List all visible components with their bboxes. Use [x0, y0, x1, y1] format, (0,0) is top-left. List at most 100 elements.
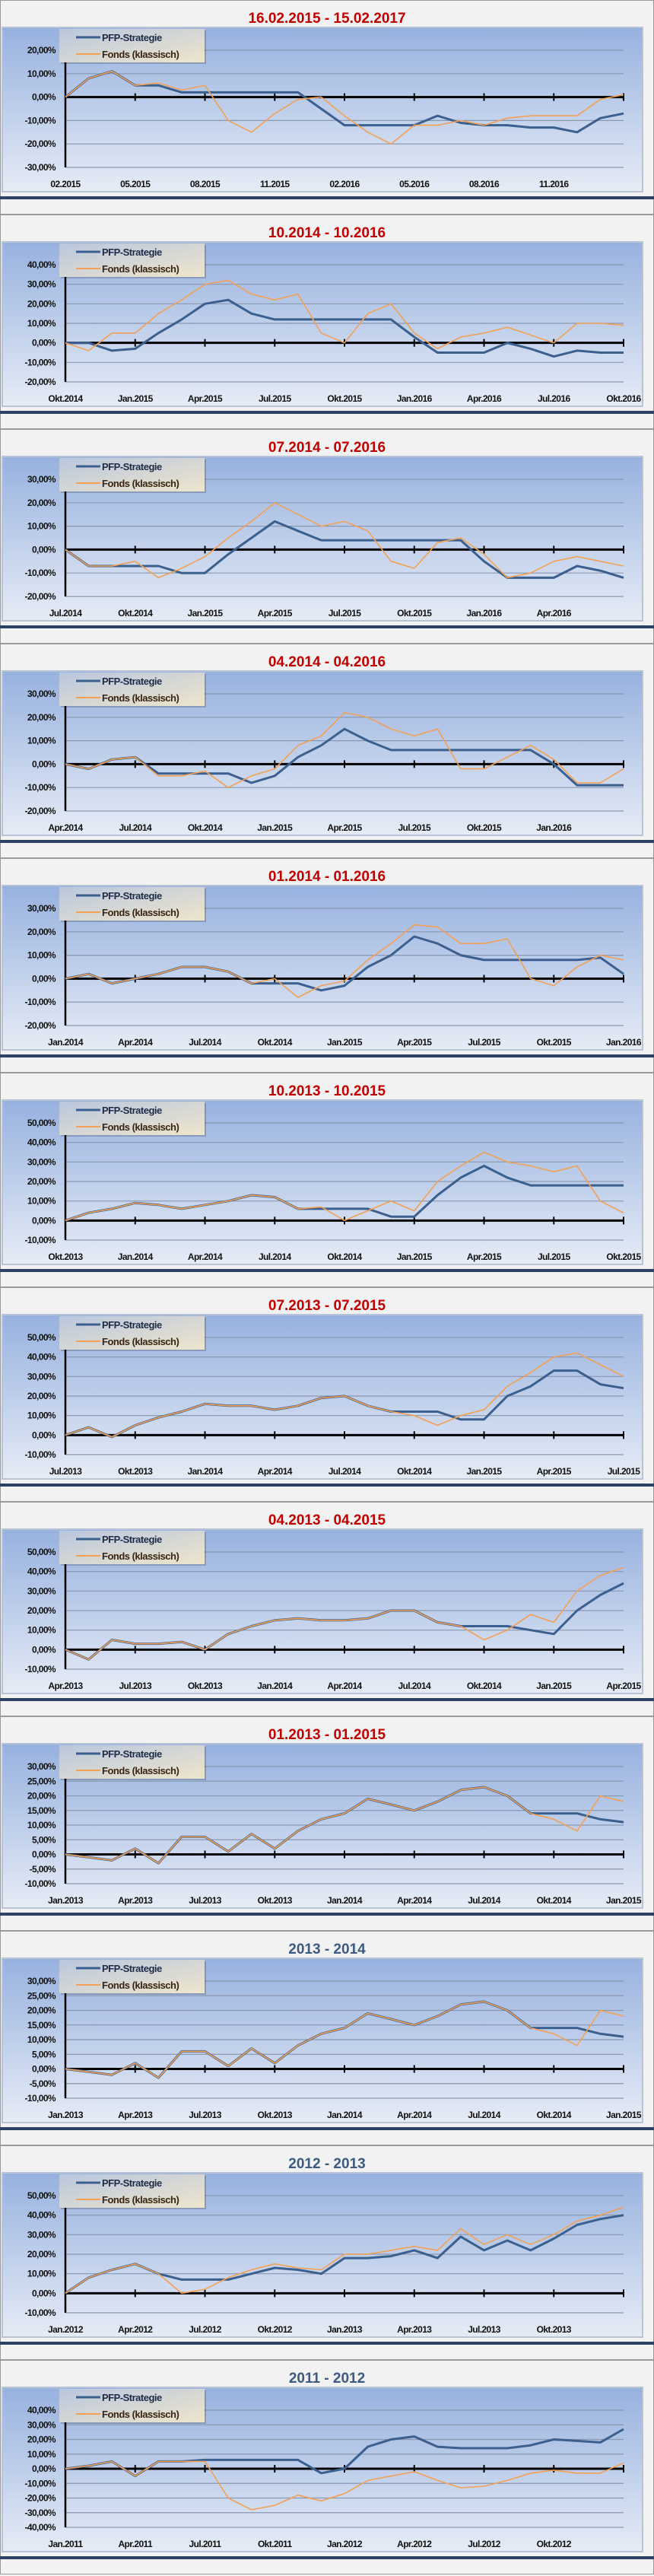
legend [59, 2174, 205, 2208]
y-tick-label: 10,00% [27, 1625, 56, 1636]
y-tick-label: 50,00% [27, 1547, 56, 1557]
x-tick-label: Jul.2013 [189, 1895, 221, 1906]
y-tick-label: 25,00% [27, 1990, 56, 2001]
legend-label-fonds: Fonds (klassisch) [102, 2194, 179, 2206]
y-tick-label: -10,00% [25, 2093, 56, 2104]
y-tick-label: -20,00% [25, 806, 56, 816]
performance-chart: 01.2013 - 01.2015 -10,00% -5,00% 0,00% 5,00%… [0, 1716, 654, 1931]
y-tick-label: 20,00% [27, 1391, 56, 1401]
chart-title: 01.2014 - 01.2016 [268, 869, 386, 885]
performance-chart: 16.02.2015 - 15.02.2017 -30,00% -20,00% -10… [0, 0, 654, 215]
legend [59, 1316, 205, 1350]
x-tick-label: Apr.2014 [397, 2110, 432, 2120]
y-tick-label: 0,00% [32, 92, 56, 103]
x-tick-label: Apr.2014 [48, 822, 83, 833]
y-tick-label: 0,00% [32, 2463, 56, 2474]
x-tick-label: Okt.2011 [258, 2539, 292, 2549]
legend-label-fonds: Fonds (klassisch) [102, 1121, 179, 1133]
x-tick-label: Jul.2013 [189, 2110, 221, 2120]
divider [0, 2127, 654, 2130]
x-tick-label: 02.2015 [50, 179, 81, 189]
x-tick-label: Apr.2013 [48, 1681, 83, 1691]
legend-label-pfp: PFP-Strategie [102, 246, 162, 258]
y-tick-label: 20,00% [27, 1605, 56, 1616]
x-tick-label: Jul.2014 [329, 1466, 361, 1477]
performance-chart: 10.2014 - 10.2016 -20,00% -10,00% 0,00% 10,0… [0, 215, 654, 429]
x-tick-label: Jan.2015 [118, 393, 154, 404]
y-tick-label: 10,00% [27, 2449, 56, 2460]
y-tick-label: 0,00% [32, 1644, 56, 1655]
x-tick-label: Jan.2011 [48, 2539, 83, 2549]
x-tick-label: 05.2015 [120, 179, 151, 189]
divider [0, 2556, 654, 2559]
x-tick-label: Jul.2015 [329, 608, 361, 619]
x-tick-label: Okt.2012 [537, 2539, 572, 2549]
performance-chart: 04.2014 - 04.2016 -20,00% -10,00% 0,00% 10,0… [0, 644, 654, 858]
x-tick-label: Apr.2015 [188, 393, 223, 404]
x-tick-label: Jan.2015 [606, 1895, 642, 1906]
legend-label-fonds: Fonds (klassisch) [102, 1336, 179, 1347]
x-tick-label: Jan.2014 [327, 1895, 363, 1906]
x-tick-label: Okt.2014 [48, 393, 83, 404]
x-tick-label: Jan.2015 [257, 822, 293, 833]
x-tick-label: Apr.2015 [327, 822, 362, 833]
y-tick-label: 0,00% [32, 338, 56, 348]
x-tick-label: Okt.2014 [537, 2110, 572, 2120]
y-tick-label: 15,00% [27, 1805, 56, 1816]
y-tick-label: -10,00% [25, 1878, 56, 1889]
y-tick-label: 10,00% [27, 2269, 56, 2279]
y-tick-label: -20,00% [25, 591, 56, 602]
x-tick-label: Apr.2014 [327, 1681, 362, 1691]
chart-panel: 2013 - 2014 -10,00% -5,00% 0,00% 5,00% 10,00%… [0, 1931, 654, 2145]
x-tick-label: Okt.2013 [258, 1895, 293, 1906]
x-tick-label: Jan.2013 [48, 1895, 84, 1906]
y-tick-label: -20,00% [25, 1020, 56, 1031]
y-tick-label: 20,00% [27, 45, 56, 56]
y-tick-label: -10,00% [25, 2307, 56, 2318]
x-tick-label: Apr.2015 [467, 1251, 502, 1262]
legend [59, 243, 205, 277]
x-tick-label: Apr.2015 [258, 608, 293, 619]
y-tick-label: -10,00% [25, 2478, 56, 2489]
x-tick-label: Jan.2014 [118, 1251, 154, 1262]
chart-title: 04.2013 - 04.2015 [268, 1512, 386, 1528]
x-tick-label: Jul.2014 [468, 1895, 500, 1906]
x-tick-label: Jan.2016 [606, 1037, 642, 1048]
legend-label-pfp: PFP-Strategie [102, 32, 162, 43]
chart-panel: 07.2013 - 07.2015 -10,00% 0,00% 10,00% 20,00… [0, 1287, 654, 1502]
plot-area [2, 885, 643, 1051]
y-tick-label: 5,00% [32, 1834, 56, 1845]
y-tick-label: 30,00% [27, 1585, 56, 1596]
y-tick-label: 20,00% [27, 927, 56, 937]
legend-label-fonds: Fonds (klassisch) [102, 1550, 179, 1562]
x-tick-label: Okt.2014 [118, 608, 153, 619]
y-tick-label: -5,00% [30, 2078, 56, 2089]
x-tick-label: Apr.2014 [397, 1895, 432, 1906]
y-tick-label: 20,00% [27, 2005, 56, 2016]
x-tick-label: Apr.2013 [397, 2324, 432, 2335]
legend-label-fonds: Fonds (klassisch) [102, 907, 179, 918]
y-tick-label: 40,00% [27, 1352, 56, 1363]
x-tick-label: Apr.2012 [118, 2324, 153, 2335]
x-tick-label: Jan.2012 [48, 2324, 84, 2335]
y-tick-label: 20,00% [27, 1791, 56, 1802]
chart-title: 16.02.2015 - 15.02.2017 [248, 11, 405, 27]
x-tick-label: Jan.2015 [397, 1251, 433, 1262]
divider [0, 1484, 654, 1487]
performance-chart: 2013 - 2014 -10,00% -5,00% 0,00% 5,00% 10,00%… [0, 1931, 654, 2145]
x-tick-label: Jul.2013 [468, 2324, 500, 2335]
chart-panel: 01.2013 - 01.2015 -10,00% -5,00% 0,00% 5,00%… [0, 1716, 654, 1931]
y-tick-label: -30,00% [25, 2508, 56, 2518]
x-tick-label: Okt.2014 [397, 1466, 432, 1477]
x-tick-label: Okt.2013 [188, 1681, 223, 1691]
y-tick-label: 0,00% [32, 973, 56, 984]
x-tick-label: Okt.2013 [537, 2324, 572, 2335]
x-tick-label: Jul.2014 [49, 608, 82, 619]
y-tick-label: 40,00% [27, 1137, 56, 1148]
divider [0, 840, 654, 843]
y-tick-label: 30,00% [27, 474, 56, 485]
y-tick-label: 40,00% [27, 2405, 56, 2415]
chart-panel: 2011 - 2012 -40,00% -30,00% -20,00% -10,00% 0… [0, 2360, 654, 2574]
x-tick-label: Okt.2014 [258, 1037, 293, 1048]
x-tick-label: Jan.2013 [48, 2110, 84, 2120]
